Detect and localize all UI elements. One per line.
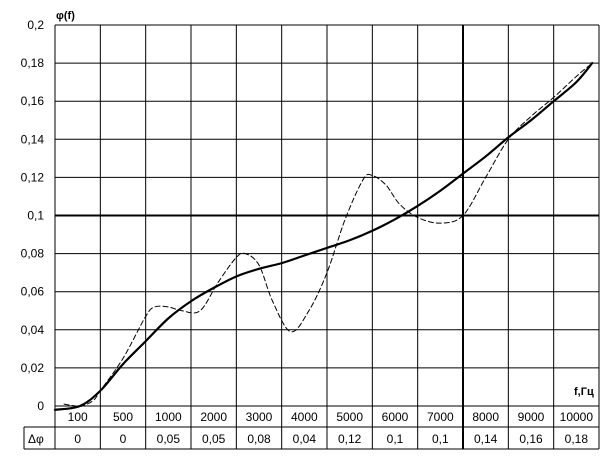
y-tick-label: 0,08 xyxy=(21,247,45,261)
frequency-label: 7000 xyxy=(427,410,454,424)
delta-phi-value: 0 xyxy=(74,432,81,446)
y-axis-label: φ(f) xyxy=(56,10,75,22)
frequency-label: 8000 xyxy=(472,410,499,424)
frequency-label: 5000 xyxy=(336,410,363,424)
frequency-label: 3000 xyxy=(246,410,273,424)
delta-phi-value: 0,05 xyxy=(157,432,181,446)
delta-phi-value: 0,12 xyxy=(338,432,362,446)
frequency-label: 10000 xyxy=(560,410,594,424)
delta-phi-value: 0,18 xyxy=(565,432,589,446)
frequency-label: 2000 xyxy=(200,410,227,424)
y-tick-label: 0,14 xyxy=(21,132,45,146)
delta-phi-value: 0,05 xyxy=(202,432,226,446)
y-tick-label: 0,16 xyxy=(21,94,45,108)
x-axis-label: f,Гц xyxy=(574,386,594,398)
delta-phi-value: 0 xyxy=(120,432,127,446)
series-layer xyxy=(53,62,594,411)
y-tick-label: 0,04 xyxy=(21,323,45,337)
y-tick-label: 0,06 xyxy=(21,285,45,299)
frequency-label: 9000 xyxy=(518,410,545,424)
dashed-curve xyxy=(63,62,593,408)
grid xyxy=(54,24,600,449)
delta-phi-value: 0,1 xyxy=(432,432,449,446)
frequency-label: 500 xyxy=(113,410,133,424)
frequency-label: 6000 xyxy=(382,410,409,424)
y-tick-label: 0,02 xyxy=(21,361,45,375)
y-tick-label: 0,12 xyxy=(21,170,45,184)
y-tick-labels: 0 0,02 0,04 0,06 0,08 0,1 0,12 0,14 0,16 0,18 0,2 xyxy=(21,18,45,413)
frequency-label: 4000 xyxy=(291,410,318,424)
delta-phi-value: 0,04 xyxy=(293,432,317,446)
solid-curve xyxy=(53,62,594,411)
frequency-label: 100 xyxy=(68,410,88,424)
delta-phi-value: 0,08 xyxy=(247,432,271,446)
delta-phi-value: 0,14 xyxy=(474,432,498,446)
table-row-label: Δφ xyxy=(28,432,44,446)
delta-phi-value: 0,16 xyxy=(519,432,543,446)
frequency-label: 1000 xyxy=(155,410,182,424)
delta-phi-value: 0,1 xyxy=(387,432,404,446)
y-tick-label: 0,1 xyxy=(27,209,44,223)
y-tick-label: 0,18 xyxy=(21,56,45,70)
y-tick-label: 0 xyxy=(37,399,44,413)
y-tick-label: 0,2 xyxy=(27,18,44,32)
frequency-table: Δφ1000500010000,0520000,0530000,0840000,… xyxy=(23,410,599,450)
